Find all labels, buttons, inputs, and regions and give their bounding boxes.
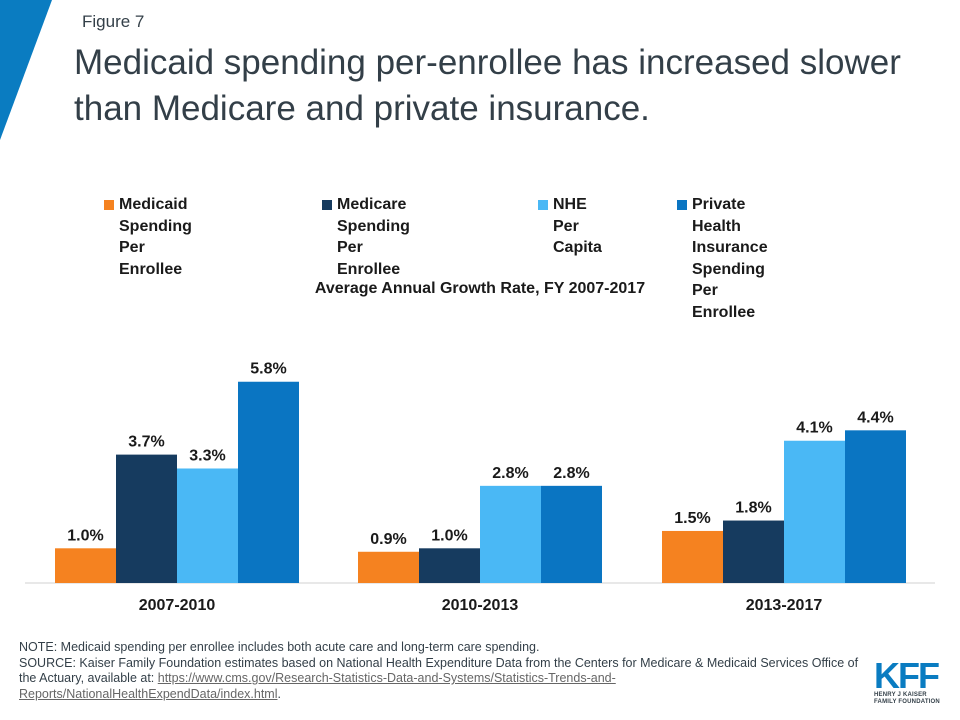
bar-2010-2013-series-0 (358, 551, 419, 583)
bar-chart: 1.0% 3.7% 3.3% 5.8% 2007-2010 0.9% 1.0% 2.8% 2.8… (25, 361, 935, 614)
data-label-2013-2017-series-2: 4.1% (796, 420, 832, 437)
bar-2007-2010-series-1 (116, 454, 177, 583)
data-label-2007-2010-series-0: 1.0% (67, 527, 103, 544)
bar-2010-2013-series-2 (480, 485, 541, 583)
bar-2013-2017-series-3 (845, 430, 906, 583)
logo-mark: KFF (874, 655, 940, 696)
data-label-2007-2010-series-3: 5.8% (250, 361, 286, 378)
legend-label-medicaid: Medicaid Spending Per Enrollee (119, 196, 192, 278)
legend-item-private: Private Health Insurance Spending Per En… (677, 194, 768, 323)
bar-2007-2010-series-2 (177, 468, 238, 583)
source-text: SOURCE: Kaiser Family Foundation estimat… (19, 656, 859, 703)
bar-2013-2017-series-2 (784, 440, 845, 583)
kff-logo: KFF Henry J Kaiser Family Foundation (874, 655, 948, 706)
legend-swatch-private (677, 200, 687, 210)
data-label-2013-2017-series-3: 4.4% (857, 409, 893, 426)
source-link[interactable]: https://www.cms.gov/Research-Statistics-… (19, 671, 616, 701)
data-label-2010-2013-series-1: 1.0% (431, 527, 467, 544)
legend-item-nhe: NHE Per Capita (538, 194, 602, 259)
x-tick-label-2007-2010: 2007-2010 (139, 597, 216, 614)
page-title: Medicaid spending per-enrollee has incre… (74, 43, 901, 128)
bar-2010-2013-series-3 (541, 485, 602, 583)
legend-label-nhe: NHE Per Capita (553, 196, 602, 256)
data-label-2010-2013-series-2: 2.8% (492, 465, 528, 482)
figure-label: Figure 7 (82, 12, 145, 31)
logo-line-2: Family Foundation (874, 699, 940, 705)
legend-swatch-medicaid (104, 200, 114, 210)
bar-2007-2010-series-3 (238, 381, 299, 583)
corner-triangle (0, 0, 52, 140)
bar-2013-2017-series-0 (662, 530, 723, 583)
legend-label-private: Private Health Insurance Spending Per En… (692, 196, 768, 321)
source-body: SOURCE: Kaiser Family Foundation estimat… (19, 655, 859, 686)
data-label-2013-2017-series-1: 1.8% (735, 500, 771, 517)
data-label-2007-2010-series-2: 3.3% (189, 447, 225, 464)
note-text: NOTE: Medicaid spending per enrollee inc… (19, 640, 540, 654)
data-label-2010-2013-series-0: 0.9% (370, 531, 406, 548)
data-label-2007-2010-series-1: 3.7% (128, 434, 164, 451)
x-tick-label-2013-2017: 2013-2017 (746, 597, 823, 614)
legend-item-medicare: Medicare Spending Per Enrollee (322, 194, 410, 280)
chart-subtitle: Average Annual Growth Rate, FY 2007-2017 (314, 280, 646, 297)
notes-block: NOTE: Medicaid spending per enrollee inc… (19, 640, 859, 702)
source-end: . (277, 686, 281, 701)
data-label-2013-2017-series-0: 1.5% (674, 510, 710, 527)
legend-swatch-medicare (322, 200, 332, 210)
x-tick-label-2010-2013: 2010-2013 (442, 597, 519, 614)
legend-item-medicaid: Medicaid Spending Per Enrollee (104, 194, 192, 280)
bar-2013-2017-series-1 (723, 520, 784, 583)
legend-label-medicare: Medicare Spending Per Enrollee (337, 196, 410, 278)
bar-2010-2013-series-1 (419, 548, 480, 583)
bar-2007-2010-series-0 (55, 548, 116, 583)
legend-swatch-nhe (538, 200, 548, 210)
logo-line-1: Henry J Kaiser (874, 692, 927, 698)
data-label-2010-2013-series-3: 2.8% (553, 465, 589, 482)
